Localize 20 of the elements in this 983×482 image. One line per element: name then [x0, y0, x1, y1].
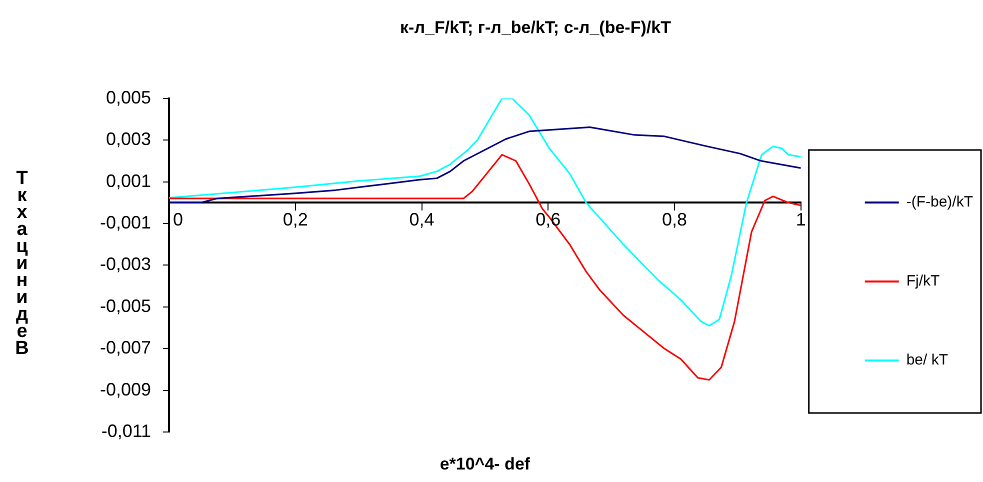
x-tick-label: 0,4 — [409, 210, 434, 230]
y-tick-label: -0,009 — [100, 379, 152, 400]
x-tick-label: 1 — [796, 210, 806, 230]
x-tick-label: 0 — [173, 210, 184, 230]
text: ТкхацинидеВ — [15, 168, 29, 359]
legend-label: Fj/kT — [906, 272, 940, 290]
x-tick-label: 0,8 — [662, 210, 687, 230]
y-tick-label: 0,003 — [106, 129, 152, 150]
y-tick-label: -0,007 — [100, 338, 152, 358]
y-tick-label: -0,005 — [100, 296, 152, 316]
legend-label: be/ kT — [906, 352, 948, 369]
y-tick-label: -0,003 — [100, 254, 152, 274]
y-tick-label: 0,001 — [106, 170, 152, 191]
y-tick-label: -0,001 — [100, 212, 152, 232]
x-tick-label: 0,2 — [282, 210, 308, 230]
y-tick-label: 0,005 — [106, 87, 152, 108]
legend-label: -(F-be)/kT — [906, 194, 974, 211]
x-axis-title: e*10^4- def — [440, 454, 530, 474]
chart-title: к-л_F/kT; г-л_be/kT; с-л_(be-F)/kT — [400, 18, 672, 37]
y-tick-label: -0,011 — [101, 420, 152, 441]
